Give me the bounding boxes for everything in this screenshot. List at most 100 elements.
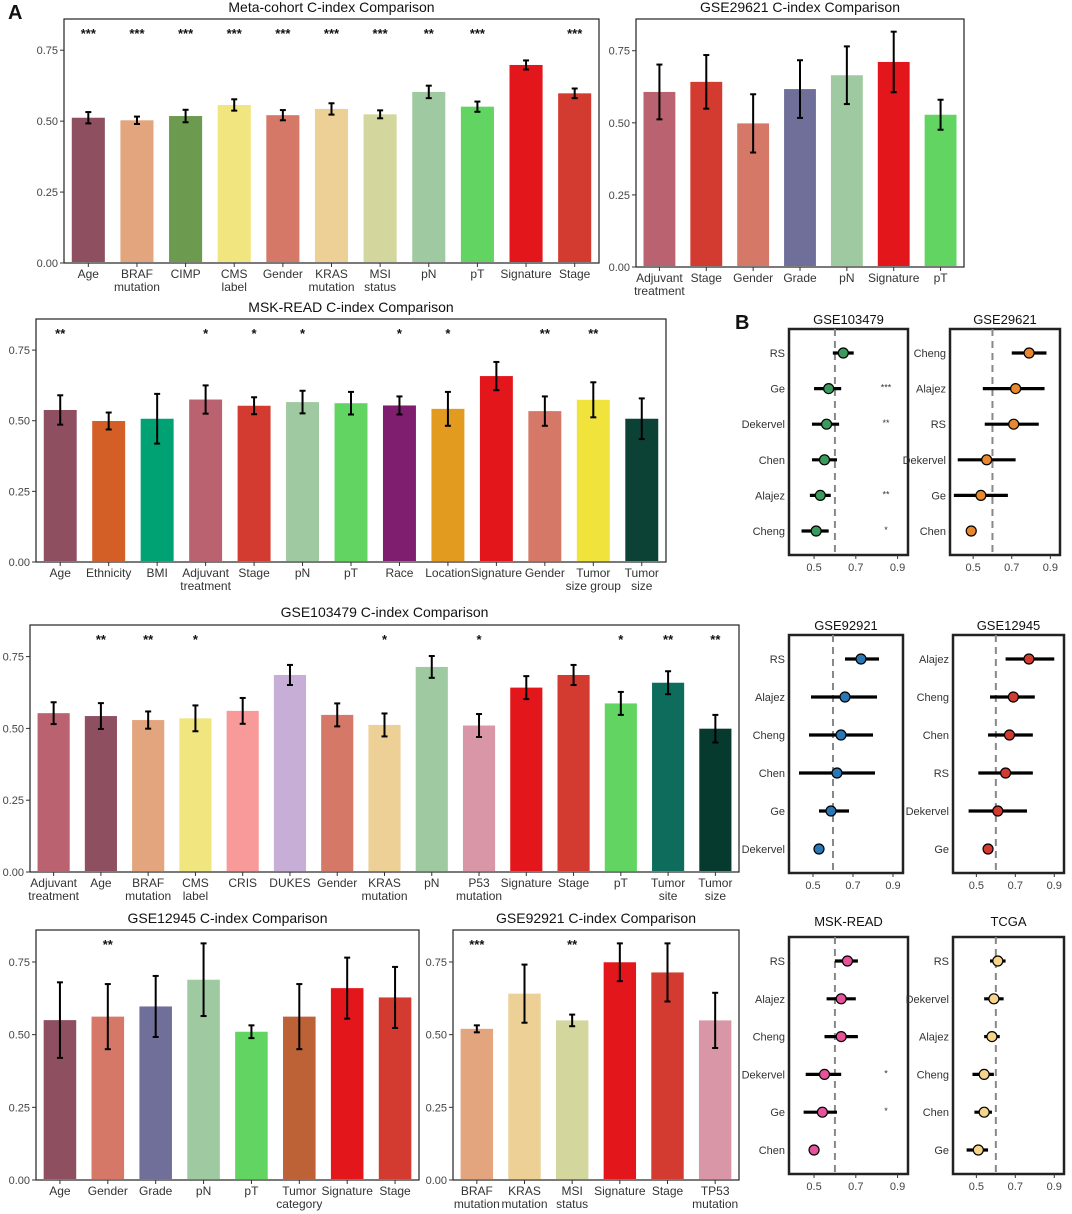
chart-title: GSE103479 C-index Comparison — [281, 604, 489, 620]
x-tick-label-line: Gender — [317, 876, 357, 890]
y-tick-label: 0.75 — [426, 957, 447, 969]
significance-mark: *** — [275, 26, 291, 41]
row-label: Dekervel — [742, 419, 785, 431]
x-tick-label: Adjuvant treatment — [180, 566, 231, 593]
y-tick-label: 0.00 — [9, 557, 30, 569]
x-tick-label: Tumor size group — [566, 566, 622, 593]
y-tick-label: 0.75 — [3, 652, 24, 664]
x-tick-label-line: label — [222, 280, 247, 294]
row-label: Dekervel — [742, 1069, 785, 1081]
significance-mark: ** — [143, 632, 154, 647]
x-tick-label-line: Adjuvant — [30, 876, 77, 890]
point-estimate — [978, 1106, 990, 1118]
row-label: Ge — [770, 806, 785, 818]
bar-chart-gse12945: GSE12945 C-index Comparison 0.00 0.25 0.50 0… — [9, 910, 420, 1211]
x-tick-label: pT — [614, 876, 629, 890]
point-estimate — [835, 729, 847, 741]
x-tick-label-line: Signature — [500, 267, 552, 281]
x-tick-label: Age — [90, 876, 112, 890]
bar — [576, 399, 610, 561]
x-tick-label-line: Tumor — [282, 1184, 316, 1198]
bar — [603, 962, 637, 1179]
x-tick-label: KRAS mutation — [361, 876, 407, 903]
row-label: Dekervel — [903, 455, 946, 467]
x-tick-label-line: Adjuvant — [636, 271, 683, 285]
point-estimate — [1023, 347, 1035, 359]
point-estimate — [818, 454, 831, 466]
bar — [877, 61, 910, 267]
bar — [237, 405, 271, 561]
x-tick-label-line: Stage — [559, 267, 591, 281]
x-tick-label-line: Adjuvant — [182, 566, 229, 580]
bar — [557, 674, 590, 871]
forest-plot-f_mskread: MSK-READ 0.5 0.7 0.9 RS Alajez Cheng Dekervel * G… — [742, 914, 910, 1193]
x-tick-label: pT — [344, 566, 359, 580]
bar — [479, 376, 513, 561]
x-tick-label: Location — [425, 566, 470, 580]
bar — [363, 114, 397, 262]
x-tick-label-line: mutation — [361, 889, 407, 903]
x-tick-label: 0.7 — [1008, 880, 1023, 892]
x-tick-label: Signature — [501, 876, 553, 890]
row-label: Cheng — [914, 348, 946, 360]
x-tick-label-line: treatment — [28, 889, 79, 903]
significance-mark: * — [445, 326, 451, 341]
y-tick-label: 0.75 — [37, 45, 58, 57]
significance-mark: *** — [324, 26, 340, 41]
row-label: Cheng — [917, 692, 949, 704]
x-tick-label-line: MSI — [561, 1184, 582, 1198]
x-tick-label-line: BRAF — [461, 1184, 493, 1198]
x-tick-label: CMS label — [182, 876, 209, 903]
row-label: Ge — [770, 1107, 785, 1119]
x-tick-label-line: Grade — [783, 271, 817, 285]
row-label: RS — [770, 956, 785, 968]
bar — [558, 93, 592, 262]
x-tick-label-line: treatment — [180, 579, 231, 593]
x-tick-label: Signature — [868, 271, 920, 285]
x-tick-label-line: Tumor — [651, 876, 685, 890]
row-label: Dekervel — [742, 844, 785, 856]
forest-plot-f_gse12945: GSE12945 0.5 0.7 0.9 Alajez Cheng Chen RS Dekerv… — [906, 618, 1066, 892]
x-tick-label: 0.9 — [885, 880, 900, 892]
x-tick-label: pN — [839, 271, 854, 285]
y-tick-label: 0.50 — [9, 1030, 30, 1042]
significance-mark: *** — [227, 26, 243, 41]
y-tick-label: 0.50 — [3, 723, 24, 735]
chart-title: GSE92921 C-index Comparison — [496, 910, 696, 926]
row-label: Chen — [759, 455, 785, 467]
point-estimate — [814, 489, 826, 501]
plot-frame — [787, 935, 910, 1176]
chart-title: GSE29621 C-index Comparison — [700, 0, 900, 15]
significance-mark: *** — [567, 26, 583, 41]
significance-mark: * — [618, 632, 624, 647]
x-tick-label: Stage — [238, 566, 270, 580]
x-tick-label: Gender — [263, 267, 303, 281]
x-tick-label: KRAS mutation — [501, 1184, 547, 1211]
bar — [412, 91, 446, 262]
x-tick-label: Age — [49, 1184, 71, 1198]
significance-mark: * — [884, 1106, 888, 1116]
x-tick-label-line: Tumor — [698, 876, 732, 890]
x-tick-label-line: Tumor — [625, 566, 659, 580]
point-estimate — [982, 843, 994, 855]
significance-mark: *** — [373, 26, 389, 41]
significance-mark: *** — [470, 26, 486, 41]
row-label: Cheng — [753, 1032, 785, 1044]
x-tick-label-line: mutation — [125, 889, 171, 903]
x-tick-label: 0.9 — [890, 562, 905, 574]
row-label: Cheng — [753, 526, 785, 538]
x-tick-label: pN — [424, 876, 439, 890]
x-tick-label: BRAF mutation — [125, 876, 171, 903]
row-label: RS — [770, 348, 785, 360]
row-label: Alajez — [755, 692, 785, 704]
bar — [830, 75, 863, 266]
point-estimate — [992, 805, 1004, 817]
point-estimate — [965, 525, 977, 537]
x-tick-label: 0.7 — [1004, 562, 1019, 574]
bar — [132, 720, 165, 871]
x-tick-label-line: BMI — [146, 566, 167, 580]
x-tick-label: 0.7 — [848, 1181, 863, 1193]
x-tick-label: CIMP — [171, 267, 201, 281]
row-label: Alajez — [755, 490, 785, 502]
